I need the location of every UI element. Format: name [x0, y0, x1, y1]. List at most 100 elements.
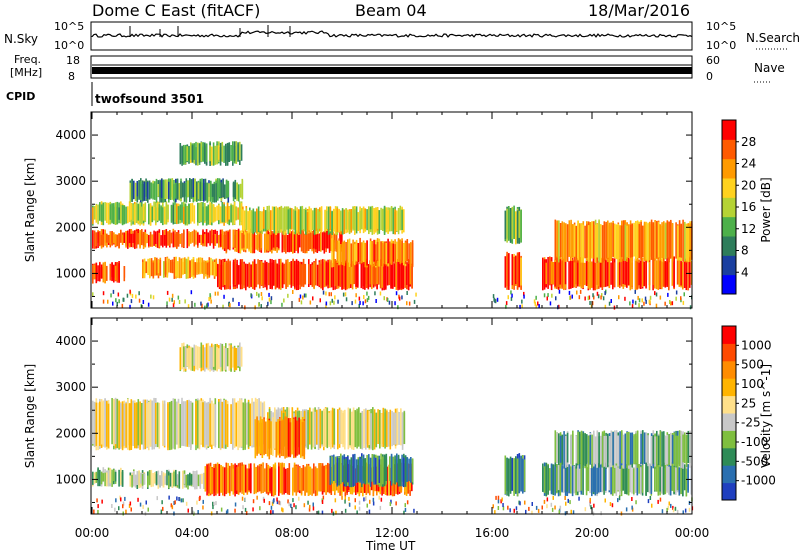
data-cell [269, 259, 272, 287]
data-cell [279, 420, 281, 454]
data-cell [208, 261, 211, 277]
data-cell [270, 210, 272, 235]
noise-cell [125, 509, 127, 514]
data-cell [142, 399, 145, 445]
noise-cell [129, 289, 131, 294]
data-cell [584, 225, 586, 259]
data-cell [170, 232, 173, 244]
noise-cell [604, 291, 606, 296]
noise-cell [112, 289, 115, 294]
data-cell [166, 179, 168, 199]
data-cell [321, 410, 323, 445]
data-cell [385, 207, 388, 233]
data-cell [600, 435, 602, 465]
data-cell [386, 262, 389, 286]
data-cell [393, 263, 396, 287]
data-cell [232, 229, 235, 248]
data-cell [631, 436, 634, 464]
data-cell [223, 400, 225, 449]
noise-cell [209, 293, 211, 298]
colorbar-tick-label: 12 [741, 222, 756, 236]
data-cell [373, 457, 375, 485]
data-cell [684, 221, 686, 262]
data-cell [378, 238, 381, 267]
data-cell [621, 225, 623, 258]
data-cell [664, 462, 667, 495]
data-cell [191, 231, 194, 243]
data-cell [575, 435, 578, 464]
data-cell [582, 432, 585, 466]
noise-cell [670, 503, 672, 508]
data-cell [190, 232, 192, 244]
noise-cell [128, 503, 131, 508]
data-cell [246, 231, 249, 249]
noise-cell [670, 301, 672, 306]
data-cell [556, 432, 558, 464]
data-cell [350, 264, 352, 285]
noise-cell [631, 304, 634, 309]
data-cell [591, 221, 593, 259]
data-cell [682, 467, 684, 496]
data-cell [249, 403, 252, 447]
data-cell [118, 400, 120, 449]
data-cell [278, 230, 280, 249]
noise-cell [589, 301, 591, 305]
data-cell [205, 260, 207, 274]
data-cell [554, 464, 556, 496]
colorbar-swatch [722, 120, 736, 140]
data-cell [219, 146, 222, 166]
data-cell [204, 203, 206, 221]
data-cell [383, 206, 386, 235]
data-cell [185, 474, 188, 488]
noise-cell [632, 299, 634, 304]
data-cell [338, 240, 340, 265]
data-cell [232, 398, 234, 450]
noise-cell [558, 304, 560, 309]
data-cell [250, 229, 252, 254]
data-cell [194, 262, 197, 278]
noise-cell [97, 504, 99, 509]
data-cell [176, 232, 178, 249]
data-cell [289, 422, 292, 458]
data-cell [137, 233, 140, 245]
data-cell [201, 178, 203, 201]
data-cell [403, 457, 405, 488]
data-cell [99, 469, 101, 487]
data-cell [685, 223, 688, 261]
data-cell [347, 407, 350, 447]
data-cell [229, 465, 231, 494]
data-cell [225, 179, 228, 199]
data-cell [99, 231, 101, 247]
data-cell [167, 231, 169, 246]
noise-cell [688, 507, 691, 512]
x-tick-label: 12:00 [375, 526, 410, 540]
data-cell [585, 464, 588, 496]
data-cell [212, 142, 215, 166]
data-cell [350, 209, 353, 233]
freq-tick-bottom: 8 [68, 70, 75, 83]
data-cell [603, 436, 606, 467]
noise-cell [543, 293, 546, 298]
noise-cell [312, 506, 315, 511]
data-cell [303, 208, 305, 232]
noise-cell [661, 509, 664, 514]
noise-cell [569, 500, 571, 505]
noise-cell [413, 299, 416, 304]
data-cell [516, 252, 519, 290]
data-cell [173, 262, 176, 275]
data-cell [316, 228, 319, 253]
data-cell [146, 233, 148, 244]
data-cell [324, 209, 326, 232]
data-cell [556, 220, 558, 258]
noise-cell [558, 289, 561, 294]
data-cell [248, 232, 250, 250]
noise-cell [505, 304, 507, 309]
noise-cell [550, 502, 553, 507]
data-cell [155, 471, 158, 486]
x-tick-label: 00:00 [75, 526, 110, 540]
data-cell [401, 412, 404, 446]
data-cell [563, 431, 565, 469]
data-cell [169, 401, 171, 451]
data-cell [290, 261, 293, 288]
